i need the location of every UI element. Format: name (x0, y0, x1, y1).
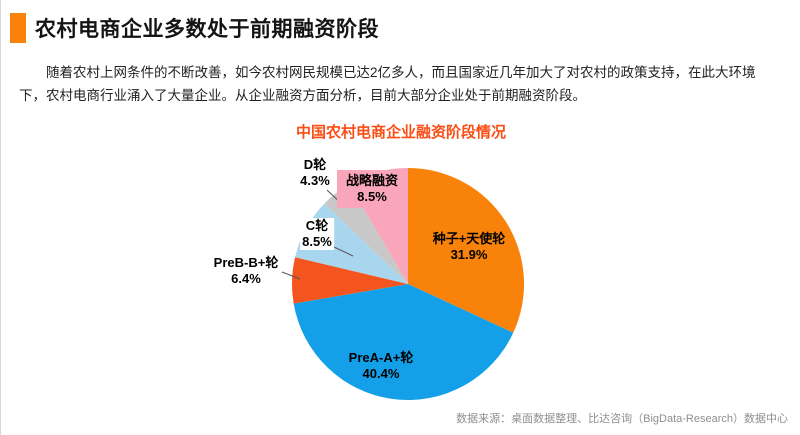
intro-paragraph: 随着农村上网条件的不断改善，如今农村网民规模已达2亿多人，而且国家近几年加大了对… (19, 65, 756, 103)
pie-slice-1 (293, 284, 514, 400)
pie-slice-4 (324, 184, 408, 284)
leader-line-3 (333, 246, 354, 257)
title-bullet-square (10, 13, 26, 43)
data-source-note: 数据来源：桌面数据整理、比达咨询（BigData-Research）数据中心 (456, 413, 788, 425)
leader-line-2 (281, 271, 301, 280)
pie-slice-2 (292, 257, 408, 304)
chart-title: 中国农村电商企业融资阶段情况 (295, 124, 506, 141)
page-title: 农村电商企业多数处于前期融资阶段 (35, 18, 379, 41)
pie-slice-0 (408, 168, 525, 333)
header: 农村电商企业多数处于前期融资阶段 (10, 13, 379, 43)
